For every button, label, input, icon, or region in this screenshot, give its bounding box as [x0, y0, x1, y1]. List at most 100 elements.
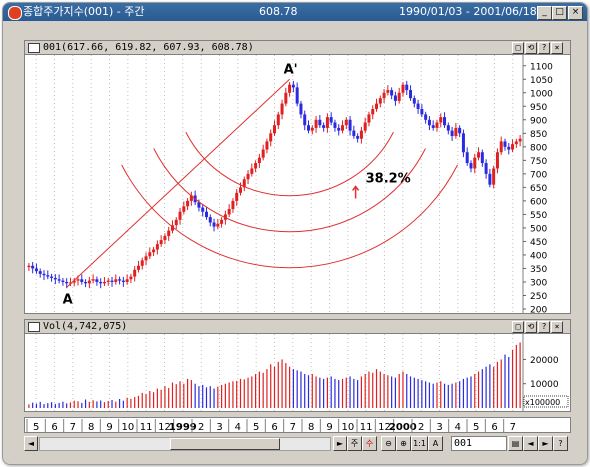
- current-price: 608.78: [259, 5, 298, 18]
- volume-panel-close-button[interactable]: ×: [551, 321, 563, 333]
- candle-body: [91, 279, 95, 281]
- actual-size-button[interactable]: 1:1: [411, 436, 428, 451]
- candle-body: [204, 211, 208, 218]
- candle-body: [269, 133, 273, 142]
- price-axis-label: 1000: [530, 89, 553, 99]
- volume-axis-label: 20000: [530, 356, 559, 366]
- candle-body: [53, 277, 57, 280]
- volume-panel-title: Vol(4,742,075): [43, 321, 128, 332]
- candle-body: [72, 280, 76, 283]
- candle-body: [273, 125, 276, 134]
- candle-body: [352, 130, 356, 137]
- modify-button[interactable]: 수: [362, 436, 377, 451]
- candle-body: [246, 173, 250, 180]
- scroll-right-button[interactable]: ►: [333, 436, 347, 451]
- candle-body: [473, 157, 477, 169]
- time-axis-label: 3: [216, 422, 222, 433]
- candle-body: [61, 280, 65, 282]
- time-axis-label: 9: [106, 422, 112, 433]
- candle-body: [363, 122, 367, 131]
- price-axis-label: 600: [530, 197, 547, 207]
- candle-body: [261, 149, 265, 158]
- zoom-out-button[interactable]: ⊖: [381, 436, 396, 451]
- horizontal-scrollbar-track[interactable]: [39, 437, 331, 451]
- zoom-in-button[interactable]: ⊕: [396, 436, 411, 451]
- volume-chart[interactable]: 20000 10000 x100000: [25, 334, 570, 411]
- price-panel-close-button[interactable]: ×: [551, 42, 563, 54]
- candle-body: [299, 103, 303, 115]
- time-axis-label: 7: [70, 422, 76, 433]
- candle-body: [503, 141, 507, 147]
- price-axis-label: 750: [530, 157, 547, 167]
- candle-body: [390, 90, 394, 96]
- candle-body: [68, 282, 72, 284]
- candle-body: [405, 84, 409, 91]
- volume-panel[interactable]: Vol(4,742,075) □ ⟲ ? × 20000 10000 x100000: [24, 319, 571, 412]
- candle-body: [477, 152, 481, 158]
- candle-body: [416, 103, 420, 109]
- price-chart[interactable]: 1100 1050 1000 950 900 850 800 750 700 650 600 550 5…: [25, 55, 570, 313]
- candle-body: [446, 125, 450, 131]
- status-bar: ◄ ► 주 수 ⊖ ⊕ 1:1 A 001 ▤ ◄ ► ?: [24, 435, 569, 451]
- prev-code-button[interactable]: ◄: [523, 436, 538, 451]
- candle-body: [461, 133, 465, 153]
- candle-body: [310, 127, 314, 131]
- next-code-button[interactable]: ►: [538, 436, 553, 451]
- candle-body: [291, 84, 295, 88]
- candle-body: [378, 98, 382, 104]
- volume-panel-refresh-button[interactable]: ⟲: [525, 321, 537, 333]
- candle-body: [57, 279, 61, 281]
- price-panel-refresh-button[interactable]: ⟲: [525, 42, 537, 54]
- fib-arrow-icon: [352, 185, 360, 199]
- time-axis-label: 4: [235, 422, 241, 433]
- candle-body: [371, 109, 375, 115]
- candle-body: [276, 114, 280, 126]
- price-panel-restore-button[interactable]: □: [512, 42, 524, 54]
- help-button[interactable]: ?: [553, 436, 568, 451]
- volume-panel-help-button[interactable]: ?: [538, 321, 550, 333]
- candle-body: [250, 168, 254, 174]
- price-panel-help-button[interactable]: ?: [538, 42, 550, 54]
- price-axis-label: 450: [530, 238, 547, 248]
- candle-body: [201, 207, 205, 212]
- candle-body: [189, 195, 193, 201]
- candle-body: [208, 217, 212, 223]
- candle-body: [492, 168, 496, 185]
- candle-body: [42, 273, 46, 276]
- candle-body: [136, 265, 140, 270]
- candle-body: [318, 119, 322, 126]
- candle-body: [424, 114, 428, 120]
- close-button[interactable]: ×: [568, 6, 583, 20]
- candle-body: [80, 279, 84, 282]
- minimize-button[interactable]: _: [537, 6, 552, 20]
- candle-body: [152, 249, 156, 253]
- candle-body: [170, 225, 174, 231]
- auto-scale-button[interactable]: A: [428, 436, 443, 451]
- time-axis-label: 7: [510, 422, 516, 433]
- candle-body: [212, 222, 216, 227]
- candle-body: [216, 223, 220, 227]
- candle-body: [144, 256, 148, 261]
- price-axis-label: 950: [530, 103, 547, 113]
- volume-unit-box: [523, 395, 569, 408]
- scrollbar-thumb[interactable]: [170, 438, 280, 450]
- candle-body: [235, 192, 239, 201]
- stock-code-input[interactable]: 001: [451, 436, 507, 451]
- price-axis-label: 1100: [530, 62, 553, 72]
- candle-body: [76, 279, 80, 281]
- time-axis-label: 5: [473, 422, 479, 433]
- scroll-left-button[interactable]: ◄: [24, 436, 38, 451]
- candle-body: [284, 92, 288, 104]
- time-axis-label: 6: [491, 422, 497, 433]
- candle-body: [84, 281, 88, 284]
- price-axis-label: 250: [530, 292, 547, 302]
- time-axis-label: 8: [88, 422, 94, 433]
- volume-panel-restore-button[interactable]: □: [512, 321, 524, 333]
- code-lookup-icon[interactable]: ▤: [508, 436, 523, 451]
- candle-body: [133, 269, 137, 277]
- weekly-button[interactable]: 주: [347, 436, 362, 451]
- price-panel[interactable]: 001(617.66, 619.82, 607.93, 608.78) □ ⟲ …: [24, 40, 571, 314]
- maximize-button[interactable]: □: [552, 6, 567, 20]
- time-axis-label: 5: [253, 422, 259, 433]
- candle-body: [148, 252, 152, 257]
